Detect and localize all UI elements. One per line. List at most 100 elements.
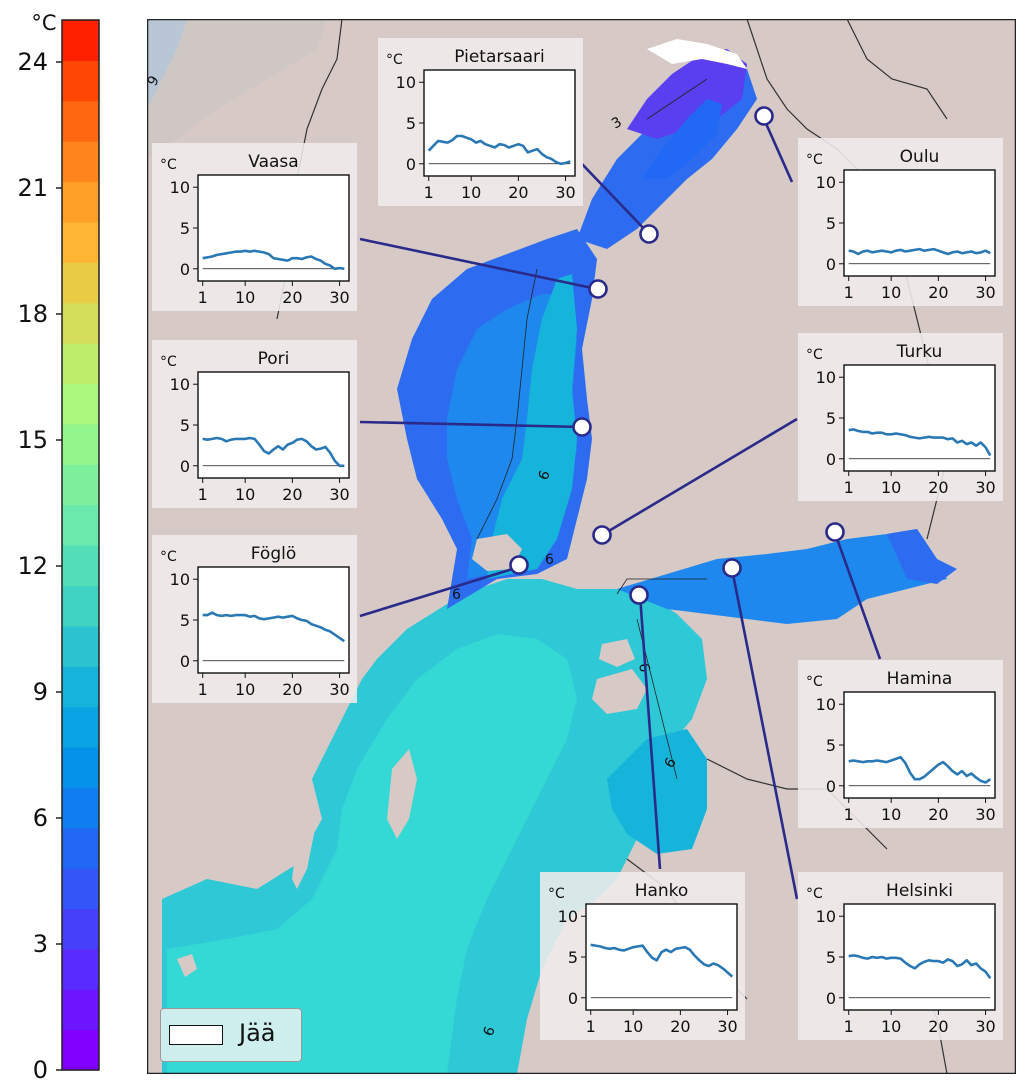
- inset-xtick-label: 10: [235, 288, 255, 307]
- inset-ytick-label: 5: [826, 736, 836, 755]
- contour-label: 6: [545, 552, 554, 568]
- inset-xtick-label: 1: [844, 805, 854, 824]
- inset-vaasa: Vaasa °C 0 5 10 1 10 20 30: [152, 143, 357, 311]
- colorbar-band: [62, 868, 99, 910]
- bothnian-bay-inner: [642, 99, 722, 179]
- inset-ytick-label: 10: [170, 570, 190, 589]
- inset-ytick-label: 10: [816, 907, 836, 926]
- inset-ytick-label: 5: [826, 948, 836, 967]
- colorbar-band: [62, 464, 99, 506]
- inset-xtick-label: 1: [844, 283, 854, 302]
- inset-chart: Oulu °C 0 5 10 1 10 20 30: [798, 138, 1003, 306]
- inset-xtick-label: 10: [881, 283, 901, 302]
- inset-title: Helsinki: [886, 881, 953, 901]
- station-marker-vaasa[interactable]: [588, 279, 608, 299]
- inset-hamina: Hamina °C 0 5 10 1 10 20 30: [798, 660, 1003, 828]
- inset-pori: Pori °C 0 5 10 1 10 20 30: [152, 340, 357, 508]
- colorbar-band: [62, 787, 99, 829]
- inset-unit-label: °C: [806, 674, 823, 690]
- colorbar-band: [62, 545, 99, 586]
- inset-xtick-label: 1: [198, 680, 208, 699]
- inset-chart: Hanko °C 0 5 10 1 10 20 30: [540, 872, 745, 1040]
- gulf-of-finland: [617, 529, 947, 624]
- inset-oulu: Oulu °C 0 5 10 1 10 20 30: [798, 138, 1003, 306]
- inset-xtick-label: 1: [844, 1017, 854, 1036]
- inset-ytick-label: 0: [406, 155, 416, 174]
- inset-ytick-label: 0: [180, 457, 190, 476]
- inset-ytick-label: 5: [180, 611, 190, 630]
- inset-turku: Turku °C 0 5 10 1 10 20 30: [798, 333, 1003, 501]
- colorbar: °C 0 3 6 9 12 15 18 21 24: [17, 11, 100, 1084]
- colorbar-tick-label: 21: [17, 174, 48, 202]
- inset-chart: Vaasa °C 0 5 10 1 10 20 30: [152, 143, 357, 311]
- inset-chart: Föglö °C 0 5 10 1 10 20 30: [152, 535, 357, 703]
- inset-chart: Turku °C 0 5 10 1 10 20 30: [798, 333, 1003, 501]
- colorbar-unit-label: °C: [31, 11, 56, 35]
- inset-xtick-label: 10: [623, 1017, 643, 1036]
- inset-temperature-line: [590, 943, 734, 978]
- contour-label: 6: [635, 662, 652, 674]
- colorbar-band: [62, 262, 99, 304]
- hiiumaa: [599, 639, 635, 667]
- inset-unit-label: °C: [160, 354, 177, 370]
- inset-xtick-label: 10: [881, 478, 901, 497]
- inset-unit-label: °C: [548, 886, 565, 902]
- colorbar-band: [62, 383, 99, 425]
- inset-xtick-label: 30: [329, 680, 349, 699]
- inset-ytick-label: 10: [816, 368, 836, 387]
- inset-temperature-line: [202, 611, 346, 643]
- inset-title: Hanko: [635, 881, 689, 901]
- inset-ytick-label: 0: [826, 450, 836, 469]
- inset-unit-label: °C: [806, 886, 823, 902]
- inset-ytick-label: 10: [816, 173, 836, 192]
- station-marker-hanko[interactable]: [629, 585, 649, 605]
- inset-foglo: Föglö °C 0 5 10 1 10 20 30: [152, 535, 357, 703]
- colorbar-band: [62, 989, 99, 1031]
- colorbar-tick-label: 15: [17, 426, 48, 454]
- colorbar-band: [62, 585, 99, 627]
- inset-xtick-label: 20: [928, 478, 948, 497]
- colorbar-band: [62, 221, 99, 263]
- inset-temperature-line: [848, 755, 992, 784]
- inset-xtick-label: 20: [282, 288, 302, 307]
- inset-xtick-label: 20: [928, 283, 948, 302]
- station-marker-oulu[interactable]: [754, 106, 774, 126]
- gotland: [387, 749, 417, 839]
- colorbar-gradient: [62, 20, 99, 1071]
- oland: [292, 809, 315, 889]
- inset-xtick-label: 20: [508, 183, 528, 202]
- inset-xtick-label: 20: [670, 1017, 690, 1036]
- colorbar-band: [62, 1029, 99, 1071]
- colorbar-band: [62, 706, 99, 748]
- station-marker-foglo[interactable]: [509, 555, 529, 575]
- station-marker-pietarsaari[interactable]: [639, 224, 659, 244]
- bornholm: [177, 954, 197, 977]
- colorbar-band: [62, 948, 99, 990]
- inset-unit-label: °C: [806, 347, 823, 363]
- baltic-central-warm: [167, 634, 577, 1074]
- colorbar-tick-label: 9: [33, 678, 48, 706]
- colorbar-band: [62, 666, 99, 708]
- inset-unit-label: °C: [386, 52, 403, 68]
- colorbar-band: [62, 20, 99, 61]
- ice-fringe: [647, 39, 747, 69]
- inset-ytick-label: 0: [826, 989, 836, 1008]
- inset-temperature-line: [848, 954, 992, 979]
- inset-title: Turku: [896, 342, 943, 362]
- station-marker-pori[interactable]: [572, 417, 592, 437]
- norway-terrain: [147, 19, 327, 159]
- inset-xtick-label: 30: [329, 288, 349, 307]
- inset-xtick-label: 30: [555, 183, 575, 202]
- station-marker-hamina[interactable]: [825, 522, 845, 542]
- inset-temperature-line: [427, 134, 571, 166]
- inset-ytick-label: 5: [180, 416, 190, 435]
- inset-xtick-label: 1: [424, 183, 434, 202]
- station-marker-turku[interactable]: [592, 525, 612, 545]
- inset-chart: Helsinki °C 0 5 10 1 10 20 30: [798, 872, 1003, 1040]
- inset-xtick-label: 1: [844, 478, 854, 497]
- inset-xtick-label: 20: [282, 680, 302, 699]
- station-marker-helsinki[interactable]: [722, 558, 742, 578]
- contour-lines: [476, 78, 708, 780]
- inset-xtick-label: 30: [329, 485, 349, 504]
- inset-temperature-line: [848, 428, 992, 457]
